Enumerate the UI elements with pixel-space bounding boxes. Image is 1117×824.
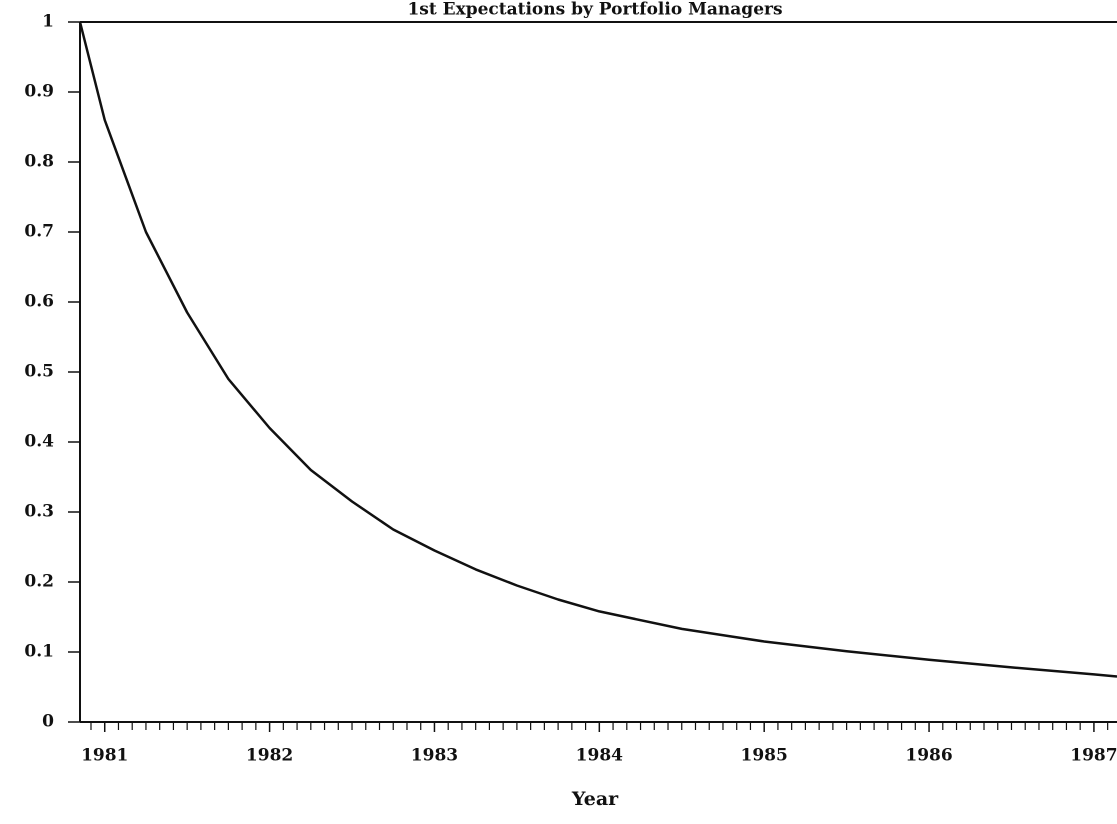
- y-tick-label: 0.7: [24, 222, 54, 242]
- y-tick-label: 0.6: [24, 292, 54, 312]
- line-series: [78, 21, 1117, 678]
- y-tick-label: 0.8: [24, 152, 54, 172]
- x-tick-label: 1985: [741, 746, 788, 766]
- y-tick-label: 0.9: [24, 82, 54, 102]
- x-tick-label: 1986: [905, 746, 952, 766]
- x-tick-label: 1987: [1070, 746, 1117, 766]
- x-axis-label: Year: [571, 788, 619, 810]
- x-tick-label: 1983: [411, 746, 458, 766]
- x-tick-label: 1981: [81, 746, 128, 766]
- x-tick-label: 1982: [246, 746, 293, 766]
- y-tick-label: 0.4: [24, 432, 54, 452]
- chart-title: 1st Expectations by Portfolio Managers: [407, 0, 782, 20]
- y-tick-label: 0.3: [24, 502, 54, 522]
- x-tick-label: 1984: [576, 746, 623, 766]
- y-tick-label: 0: [42, 712, 54, 732]
- y-tick-label: 0.1: [24, 642, 54, 662]
- y-tick-label: 0.2: [24, 572, 54, 592]
- y-tick-label: 1: [42, 12, 54, 32]
- y-tick-label: 0.5: [24, 362, 54, 382]
